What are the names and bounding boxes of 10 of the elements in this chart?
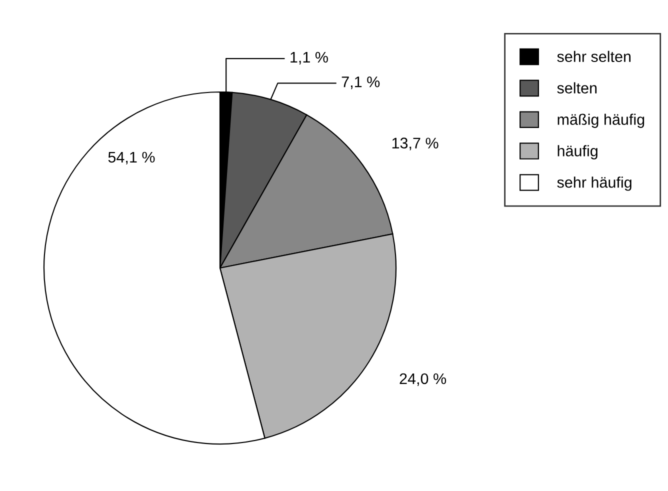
legend-label: mäßig häufig: [558, 114, 644, 128]
data-label: 1,1 %: [290, 52, 328, 64]
legend-label: sehr selten: [557, 50, 631, 62]
data-label: 54,1 %: [108, 152, 155, 164]
data-label: 13,7 %: [392, 138, 438, 150]
legend-label: häufig: [558, 145, 598, 160]
legend-label: sehr häufig: [557, 176, 632, 191]
data-label: 7,1 %: [342, 76, 380, 90]
legend-label: selten: [557, 82, 597, 94]
data-label: 24,0 %: [400, 373, 446, 386]
